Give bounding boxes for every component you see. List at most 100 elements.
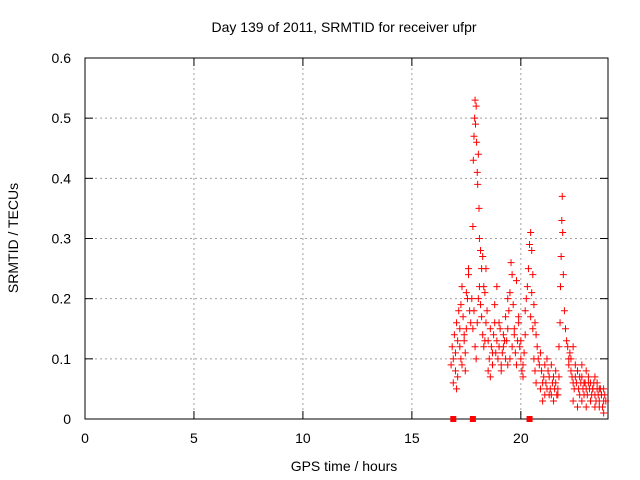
- data-point: [473, 138, 481, 146]
- y-tick-label: 0.4: [52, 170, 72, 186]
- chart-title: Day 139 of 2011, SRMTID for receiver ufp…: [211, 19, 476, 35]
- data-point: [478, 313, 486, 321]
- data-point: [474, 150, 482, 158]
- data-point: [578, 397, 586, 405]
- data-point: [461, 367, 469, 375]
- data-point: [521, 331, 529, 339]
- data-point: [507, 259, 515, 267]
- data-point: [460, 337, 468, 345]
- data-point: [567, 355, 575, 363]
- data-point: [473, 319, 481, 327]
- data-point: [522, 295, 530, 303]
- data-point: [520, 349, 528, 357]
- data-point: [484, 367, 492, 375]
- data-point: [519, 361, 527, 369]
- data-point: [518, 367, 526, 375]
- zero-square-marker: [450, 416, 457, 422]
- data-point: [453, 385, 461, 393]
- data-point: [576, 373, 584, 381]
- data-point: [555, 373, 563, 381]
- data-point: [482, 319, 490, 327]
- data-point: [573, 367, 581, 375]
- data-point: [497, 361, 505, 369]
- data-point: [558, 192, 566, 200]
- data-point: [529, 325, 537, 333]
- data-point: [472, 120, 480, 128]
- data-point: [530, 301, 538, 309]
- data-point: [469, 325, 477, 333]
- y-tick-label: 0: [63, 411, 71, 427]
- data-point: [597, 391, 605, 399]
- data-point: [510, 325, 518, 333]
- data-point: [454, 373, 462, 381]
- x-tick-label: 5: [190, 430, 198, 446]
- data-point: [527, 228, 535, 236]
- data-point: [559, 271, 567, 279]
- data-point: [462, 325, 470, 333]
- data-point: [600, 409, 608, 417]
- zero-markers: [450, 416, 533, 422]
- data-point: [485, 355, 493, 363]
- data-point: [497, 367, 505, 375]
- data-point: [486, 325, 494, 333]
- data-point: [516, 343, 524, 351]
- data-point: [515, 319, 523, 327]
- y-tick-label: 0.1: [52, 351, 72, 367]
- data-point: [479, 331, 487, 339]
- data-point: [469, 222, 477, 230]
- data-point: [556, 283, 564, 291]
- x-tick-label: 10: [295, 430, 311, 446]
- data-point: [447, 361, 455, 369]
- zero-square-marker: [526, 416, 533, 422]
- data-point: [562, 325, 570, 333]
- data-point: [532, 379, 540, 387]
- data-point: [538, 367, 546, 375]
- data-point: [459, 313, 467, 321]
- data-point: [555, 343, 563, 351]
- grid-lines: [85, 58, 608, 419]
- data-point: [510, 331, 518, 339]
- data-point: [504, 325, 512, 333]
- data-point: [457, 301, 465, 309]
- data-point: [477, 301, 485, 309]
- y-tick-label: 0.6: [52, 50, 72, 66]
- data-point: [470, 307, 478, 315]
- data-point: [474, 180, 482, 188]
- data-point: [563, 337, 571, 345]
- data-point: [493, 283, 501, 291]
- data-point: [449, 379, 457, 387]
- data-point: [482, 265, 490, 273]
- data-point: [456, 343, 464, 351]
- data-point: [486, 373, 494, 381]
- data-point: [552, 367, 560, 375]
- data-point: [526, 241, 534, 249]
- data-points: [447, 96, 610, 417]
- data-point: [506, 289, 514, 297]
- data-point: [468, 295, 476, 303]
- data-point: [458, 361, 466, 369]
- data-point: [602, 397, 610, 405]
- data-point: [560, 307, 568, 315]
- data-point: [471, 96, 479, 104]
- y-tick-label: 0.5: [52, 110, 72, 126]
- data-point: [584, 373, 592, 381]
- data-point: [511, 349, 519, 357]
- data-point: [532, 331, 540, 339]
- y-tick-label: 0.2: [52, 291, 72, 307]
- data-point: [489, 349, 497, 357]
- data-point: [528, 247, 536, 255]
- data-point: [530, 355, 538, 363]
- data-point: [470, 132, 478, 140]
- data-point: [556, 319, 564, 327]
- data-point: [544, 367, 552, 375]
- data-point: [494, 355, 502, 363]
- data-point: [600, 385, 608, 393]
- data-point: [491, 301, 499, 309]
- data-point: [458, 283, 466, 291]
- data-point: [565, 361, 573, 369]
- data-point: [508, 343, 516, 351]
- data-point: [490, 331, 498, 339]
- data-point: [499, 343, 507, 351]
- data-point: [580, 379, 588, 387]
